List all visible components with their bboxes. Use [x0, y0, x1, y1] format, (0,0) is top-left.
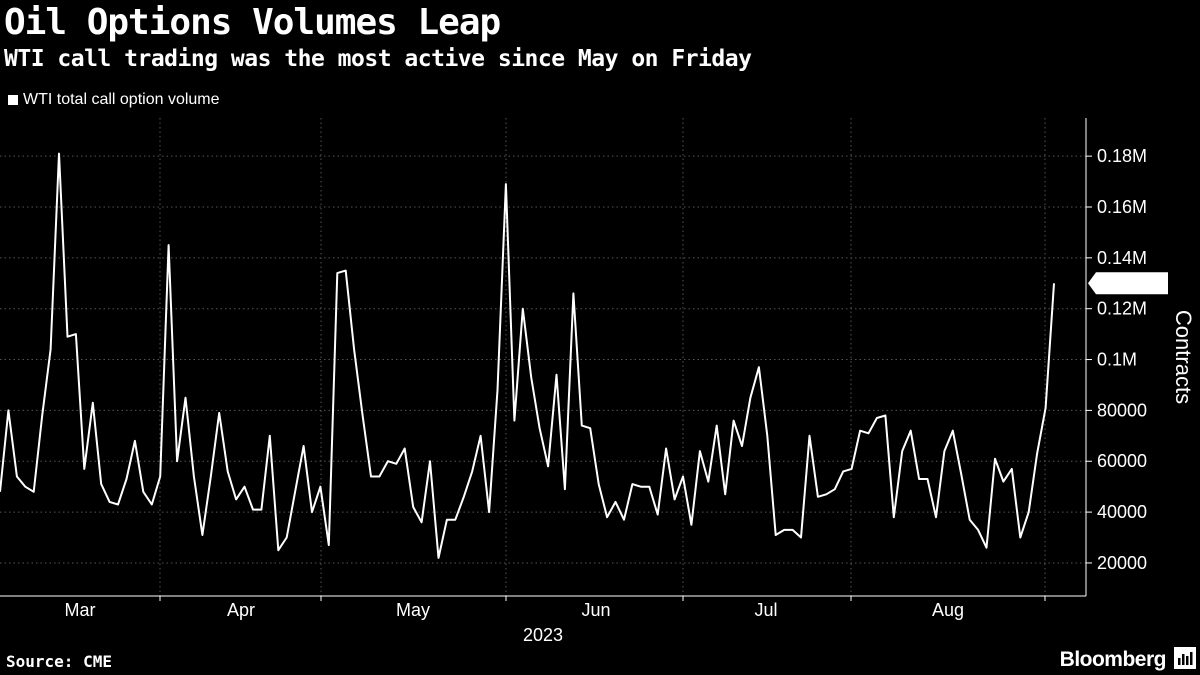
- x-tick-label: Jul: [754, 600, 777, 620]
- y-tick-label: 0.12M: [1097, 299, 1147, 319]
- bloomberg-logo-text: Bloomberg: [1059, 648, 1167, 671]
- last-value-label: 0.130M: [1098, 274, 1158, 294]
- chart-subtitle: WTI call trading was the most active sin…: [4, 46, 752, 72]
- series-line: [0, 152, 1055, 559]
- y-tick-label: 40000: [1097, 502, 1147, 522]
- chart-title: Oil Options Volumes Leap: [4, 2, 501, 43]
- y-tick-label: 0.1M: [1097, 350, 1137, 370]
- y-axis-label: Contracts: [1171, 310, 1196, 404]
- legend: WTI total call option volume: [8, 91, 220, 109]
- x-tick-label: Mar: [65, 600, 96, 620]
- legend-swatch: [8, 95, 18, 105]
- y-tick-label: 0.16M: [1097, 197, 1147, 217]
- source-note: Source: CME: [6, 652, 112, 671]
- last-value-badge: [1088, 272, 1168, 295]
- y-tick-label: 60000: [1097, 451, 1147, 471]
- x-axis-label: 2023: [523, 625, 563, 645]
- x-tick-label: May: [396, 600, 430, 620]
- x-tick-label: Jun: [581, 600, 610, 620]
- y-tick-label: 0.14M: [1097, 248, 1147, 268]
- legend-label: WTI total call option volume: [23, 91, 220, 108]
- y-tick-label: 80000: [1097, 400, 1147, 420]
- x-tick-label: Apr: [227, 600, 255, 620]
- y-tick-label: 20000: [1097, 553, 1147, 573]
- y-tick-label: 0.18M: [1097, 146, 1147, 166]
- x-tick-label: Aug: [932, 600, 964, 620]
- bloomberg-logo-icon: [1174, 647, 1196, 669]
